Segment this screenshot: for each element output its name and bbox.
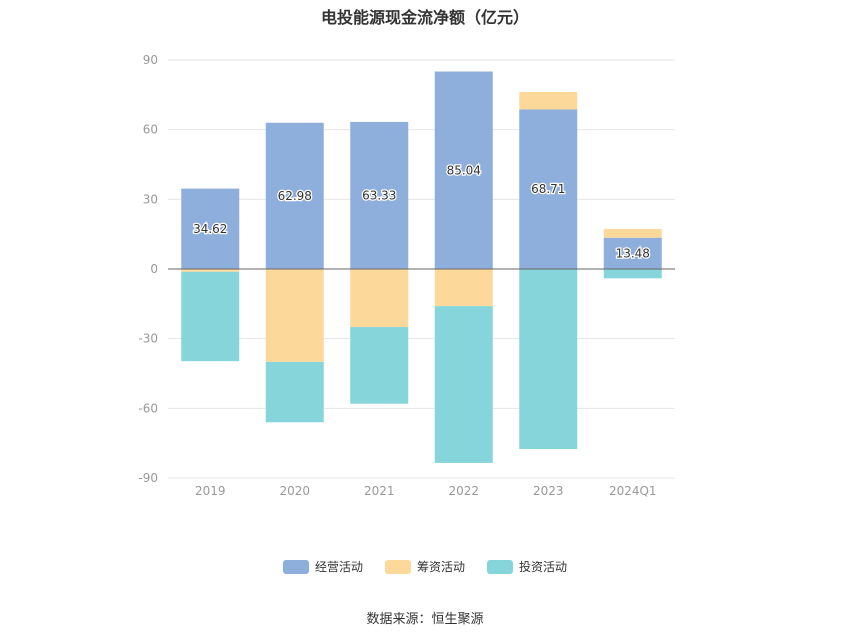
data-label-2020: 62.98 xyxy=(278,189,312,203)
data-label-2023: 68.71 xyxy=(531,182,565,196)
grid-lines xyxy=(168,59,675,479)
legend-item[interactable]: 筹资活动 xyxy=(384,558,465,575)
legend-label: 筹资活动 xyxy=(416,560,465,574)
bar-2021-series-1 xyxy=(350,269,409,328)
data-source: 数据来源：恒生聚源 xyxy=(366,612,484,627)
legend-swatch xyxy=(384,559,411,574)
chart-title: 电投能源现金流净额（亿元） xyxy=(320,8,529,27)
bar-2020-series-0 xyxy=(265,122,324,269)
bar-2019-series-0 xyxy=(181,188,240,269)
y-axis-ticks: 90 60 30 0 -30 -60 -90 xyxy=(138,53,158,485)
data-label-2024Q1: 13.48 xyxy=(616,246,650,260)
legend-swatch xyxy=(282,559,309,574)
bar-2022-series-1 xyxy=(434,269,493,307)
bar-2019-series-1 xyxy=(181,269,240,272)
bar-2022-series-0 xyxy=(434,71,493,269)
bar-2020-series-1 xyxy=(265,269,324,362)
legend-item[interactable]: 投资活动 xyxy=(487,558,567,575)
y-tick-label: 0 xyxy=(150,262,158,276)
x-axis-ticks: 2019 2020 2021 2022 2023 2024Q1 xyxy=(195,484,657,498)
x-tick-label: 2022 xyxy=(448,484,479,498)
data-label-2021: 63.33 xyxy=(362,188,396,202)
legend-label: 经营活动 xyxy=(314,560,363,574)
bar-2021-series-2 xyxy=(350,327,409,404)
bar-2022-series-2 xyxy=(434,306,493,463)
bars xyxy=(181,71,662,463)
x-tick-label: 2021 xyxy=(364,484,395,498)
data-label-2019: 34.62 xyxy=(193,222,227,236)
bar-2020-series-2 xyxy=(265,361,324,423)
bar-2024Q1-series-2 xyxy=(603,269,662,279)
bar-2019-series-2 xyxy=(181,271,240,362)
x-tick-label: 2019 xyxy=(195,484,226,498)
y-tick-label: -90 xyxy=(138,471,158,485)
x-tick-label: 2020 xyxy=(279,484,310,498)
y-tick-label: -60 xyxy=(138,401,158,415)
x-tick-label: 2023 xyxy=(533,484,564,498)
y-tick-label: 30 xyxy=(143,192,158,206)
legend-label: 投资活动 xyxy=(519,560,568,574)
data-label-2022: 85.04 xyxy=(447,163,481,177)
legend: 经营活动 筹资活动 投资活动 xyxy=(0,558,850,575)
bar-chart: 34.62 62.98 63.33 85.04 68.71 13.48 90 60 30 0 -3… xyxy=(138,53,675,498)
data-labels: 34.62 62.98 63.33 85.04 68.71 13.48 xyxy=(192,162,651,262)
legend-item[interactable]: 经营活动 xyxy=(282,558,363,575)
legend-swatch xyxy=(487,559,513,574)
x-tick-label: 2024Q1 xyxy=(609,484,657,498)
bar-2024Q1-series-1 xyxy=(603,228,662,238)
bar-2023-series-1 xyxy=(519,92,578,110)
bar-2023-series-0 xyxy=(519,109,578,269)
y-tick-label: 90 xyxy=(143,53,158,67)
bar-2023-series-2 xyxy=(519,269,578,449)
y-tick-label: 60 xyxy=(143,123,158,137)
y-tick-label: -30 xyxy=(138,332,158,346)
bar-2024Q1-series-0 xyxy=(603,237,662,269)
bar-2021-series-0 xyxy=(350,121,409,269)
